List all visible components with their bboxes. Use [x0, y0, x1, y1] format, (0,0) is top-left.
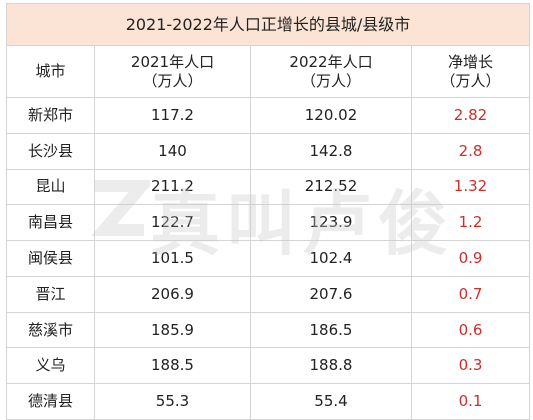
- table-cell: 2.8: [412, 133, 530, 170]
- table-cell: 晋江: [6, 276, 95, 313]
- table-cell: 101.5: [95, 241, 251, 277]
- table-cell: 102.4: [251, 241, 412, 277]
- title: 2021-2022年人口正增长的县城/县级市: [125, 15, 411, 34]
- header-cell: 城市: [6, 46, 95, 98]
- title-cell: 2021-2022年人口正增长的县城/县级市: [6, 3, 530, 46]
- header-cell: 2022年人口 （万人）: [251, 46, 412, 98]
- table-cell: 142.8: [251, 133, 412, 170]
- table-cell: 2.82: [412, 98, 530, 134]
- table-cell: 闽侯县: [6, 241, 95, 277]
- table-cell: 117.2: [95, 98, 251, 134]
- table-cell: 1.2: [412, 205, 530, 242]
- header-text: 城市: [35, 62, 66, 80]
- table-cell: 55.4: [251, 384, 412, 420]
- table-cell: 206.9: [95, 276, 251, 313]
- table-cell: 长沙县: [6, 133, 95, 170]
- table-cell: 212.52: [251, 169, 412, 206]
- table-cell: 55.3: [95, 384, 251, 420]
- header-cell: 净增长 （万人）: [412, 46, 530, 98]
- header-text: （万人）: [440, 71, 501, 90]
- header-text: 2021年人口: [130, 52, 215, 71]
- header-cell: 2021年人口 （万人）: [95, 46, 251, 98]
- table-cell: 德清县: [6, 384, 95, 420]
- table-cell: 0.6: [412, 312, 530, 349]
- table-cell: 207.6: [251, 276, 412, 313]
- table-cell: 新郑市: [6, 98, 95, 134]
- table-cell: 慈溪市: [6, 312, 95, 349]
- table-cell: 185.9: [95, 312, 251, 349]
- table-cell: 186.5: [251, 312, 412, 349]
- header-text: 净增长: [447, 52, 493, 71]
- watermark-logo: [90, 180, 150, 236]
- table-cell: 188.5: [95, 348, 251, 385]
- table-cell: 120.02: [251, 98, 412, 134]
- table-cell: 昆山: [6, 169, 95, 206]
- table-cell: 123.9: [251, 205, 412, 242]
- header-text: （万人）: [300, 71, 361, 90]
- table-cell: 0.9: [412, 241, 530, 277]
- table-cell: 南昌县: [6, 205, 95, 242]
- table-cell: 义乌: [6, 348, 95, 385]
- table-cell: 0.1: [412, 384, 530, 420]
- table-cell: 188.8: [251, 348, 412, 385]
- table-cell: 0.3: [412, 348, 530, 385]
- table-cell: 1.32: [412, 169, 530, 206]
- header-text: 2022年人口: [289, 52, 373, 71]
- table-cell: 0.7: [412, 276, 530, 313]
- table-cell: 140: [95, 133, 251, 170]
- header-text: （万人）: [142, 71, 203, 90]
- table-cell: 211.2: [95, 169, 251, 206]
- table-cell: 122.7: [95, 205, 251, 242]
